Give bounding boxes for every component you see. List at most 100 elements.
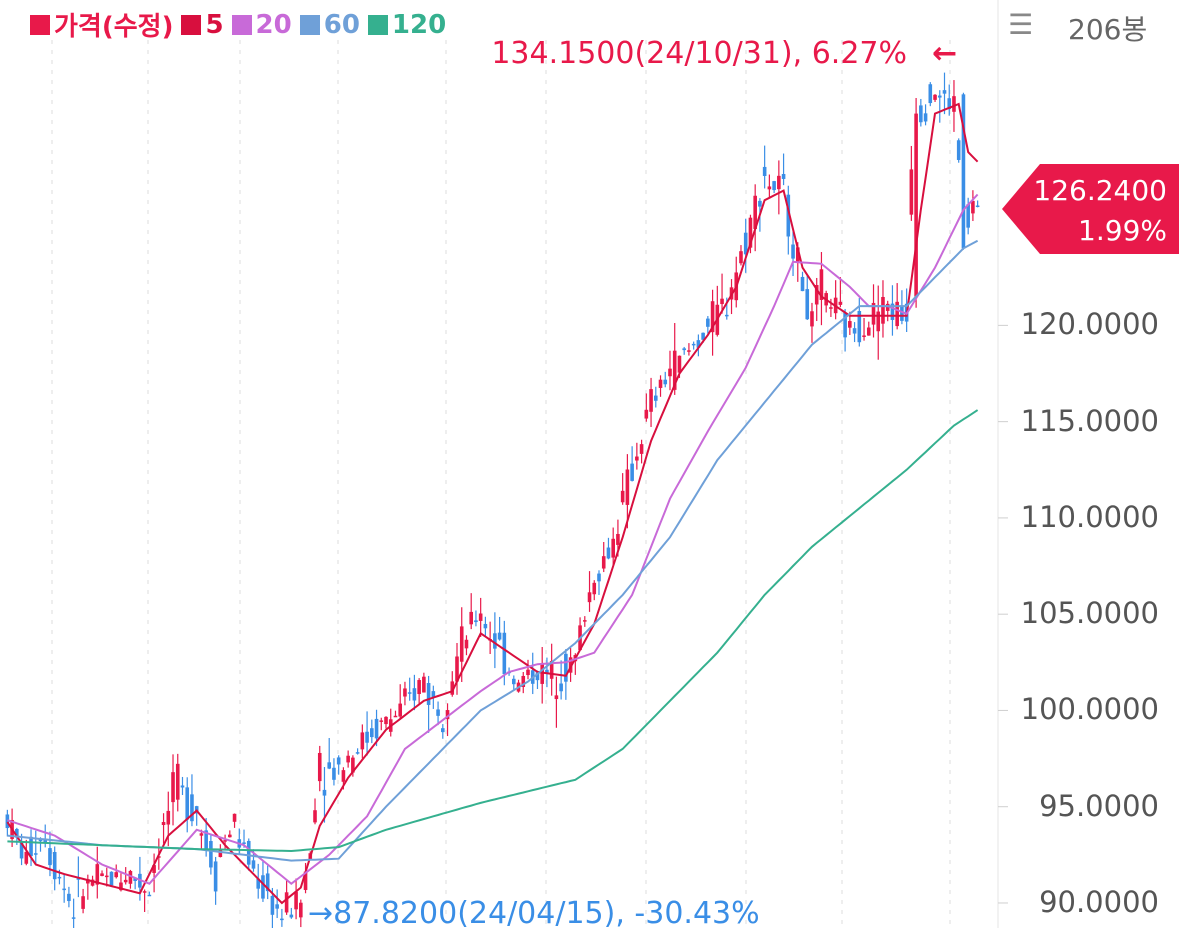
candle-body	[407, 692, 412, 694]
candle-body	[360, 732, 365, 750]
candle-body	[133, 877, 137, 881]
candle-body	[43, 839, 48, 844]
candle-body	[777, 175, 781, 190]
y-tick-label: 110.0000	[1020, 499, 1159, 534]
y-tick-label: 100.0000	[1020, 692, 1159, 727]
candle-body	[431, 691, 436, 698]
candle-body	[275, 904, 279, 909]
candle-body	[95, 864, 100, 885]
candle-body	[682, 348, 686, 351]
candle-body	[606, 547, 611, 559]
candle-body	[876, 311, 881, 332]
candle-body	[365, 731, 369, 743]
candle-body	[753, 195, 757, 229]
legend-item-price: 가격(수정)	[30, 6, 173, 43]
candle-body	[805, 289, 810, 320]
candle-body	[564, 653, 568, 682]
candle-body	[336, 757, 341, 765]
candle-body	[199, 833, 204, 836]
candle-body	[819, 269, 824, 300]
candle-body	[289, 914, 294, 918]
candle-body	[748, 217, 753, 248]
candle-body	[559, 683, 563, 692]
candle-body	[720, 298, 724, 305]
ma-line-5	[6, 102, 979, 905]
candle-body	[81, 896, 85, 909]
candle-body	[810, 311, 814, 327]
hamburger-menu-icon[interactable]: ☰	[1008, 8, 1034, 41]
candle-body	[497, 632, 502, 640]
candle-body	[265, 873, 270, 892]
bar-count-label: 206봉	[1068, 13, 1148, 46]
candle-body	[450, 681, 455, 695]
candle-body	[900, 305, 904, 321]
candle-body	[246, 840, 251, 865]
legend-swatch	[367, 14, 388, 35]
candle-body	[166, 810, 171, 825]
candle-body	[5, 814, 10, 829]
candle-body	[180, 785, 185, 788]
candle-body	[100, 873, 104, 877]
candle-body	[611, 538, 615, 558]
candle-body	[706, 318, 710, 327]
candle-body	[668, 368, 672, 377]
candle-body	[62, 888, 66, 891]
candle-body	[781, 174, 786, 179]
candle-body	[791, 244, 795, 259]
candle-body	[521, 675, 526, 687]
candle-body	[15, 828, 19, 838]
candle-body	[90, 879, 95, 886]
candle-body	[280, 918, 284, 921]
candle-body	[393, 715, 398, 718]
candle-body	[29, 836, 33, 857]
candle-body	[857, 311, 862, 343]
candle-body	[701, 332, 705, 340]
candle-body	[937, 95, 942, 98]
candle-body	[351, 757, 355, 773]
y-tick-label: 95.0000	[1039, 788, 1159, 823]
legend-swatch	[181, 14, 202, 35]
candle-body	[597, 573, 601, 582]
current-change: 1.99%	[1078, 214, 1167, 247]
candle-body	[687, 350, 691, 352]
y-tick-label: 120.0000	[1020, 307, 1159, 342]
candle-body	[493, 633, 497, 649]
candle-body	[441, 728, 445, 733]
candle-body	[313, 810, 317, 823]
candle-body	[417, 680, 421, 695]
candle-body	[871, 302, 876, 325]
candle-body	[114, 872, 119, 878]
candle-body	[370, 728, 374, 738]
candle-body	[535, 672, 540, 681]
candle-body	[549, 661, 554, 679]
candle-body	[786, 194, 791, 237]
candle-body	[772, 181, 776, 191]
candle-body	[270, 895, 275, 915]
candle-body	[696, 340, 701, 348]
ma-line-20	[7, 193, 979, 885]
candle-body	[724, 314, 729, 317]
legend-swatch	[299, 14, 320, 35]
candle-body	[256, 878, 261, 889]
candle-body	[436, 709, 440, 716]
candle-body	[426, 683, 431, 705]
candle-body	[620, 490, 625, 503]
candle-body	[601, 556, 606, 569]
candle-body	[299, 902, 303, 918]
candle-body	[398, 703, 403, 717]
candle-body	[923, 113, 928, 122]
candle-body	[261, 875, 265, 899]
candle-body	[881, 296, 885, 324]
candle-body	[469, 611, 473, 625]
candle-body	[455, 656, 459, 682]
high-price-annotation: 134.1500(24/10/31), 6.27%	[491, 36, 907, 71]
candle-body	[71, 917, 76, 919]
candle-body	[568, 657, 573, 673]
candle-body	[592, 582, 597, 595]
candle-body	[848, 321, 852, 328]
candle-body	[303, 871, 308, 890]
candle-body	[332, 767, 336, 780]
candle-body	[483, 623, 488, 629]
candle-body	[175, 763, 180, 800]
